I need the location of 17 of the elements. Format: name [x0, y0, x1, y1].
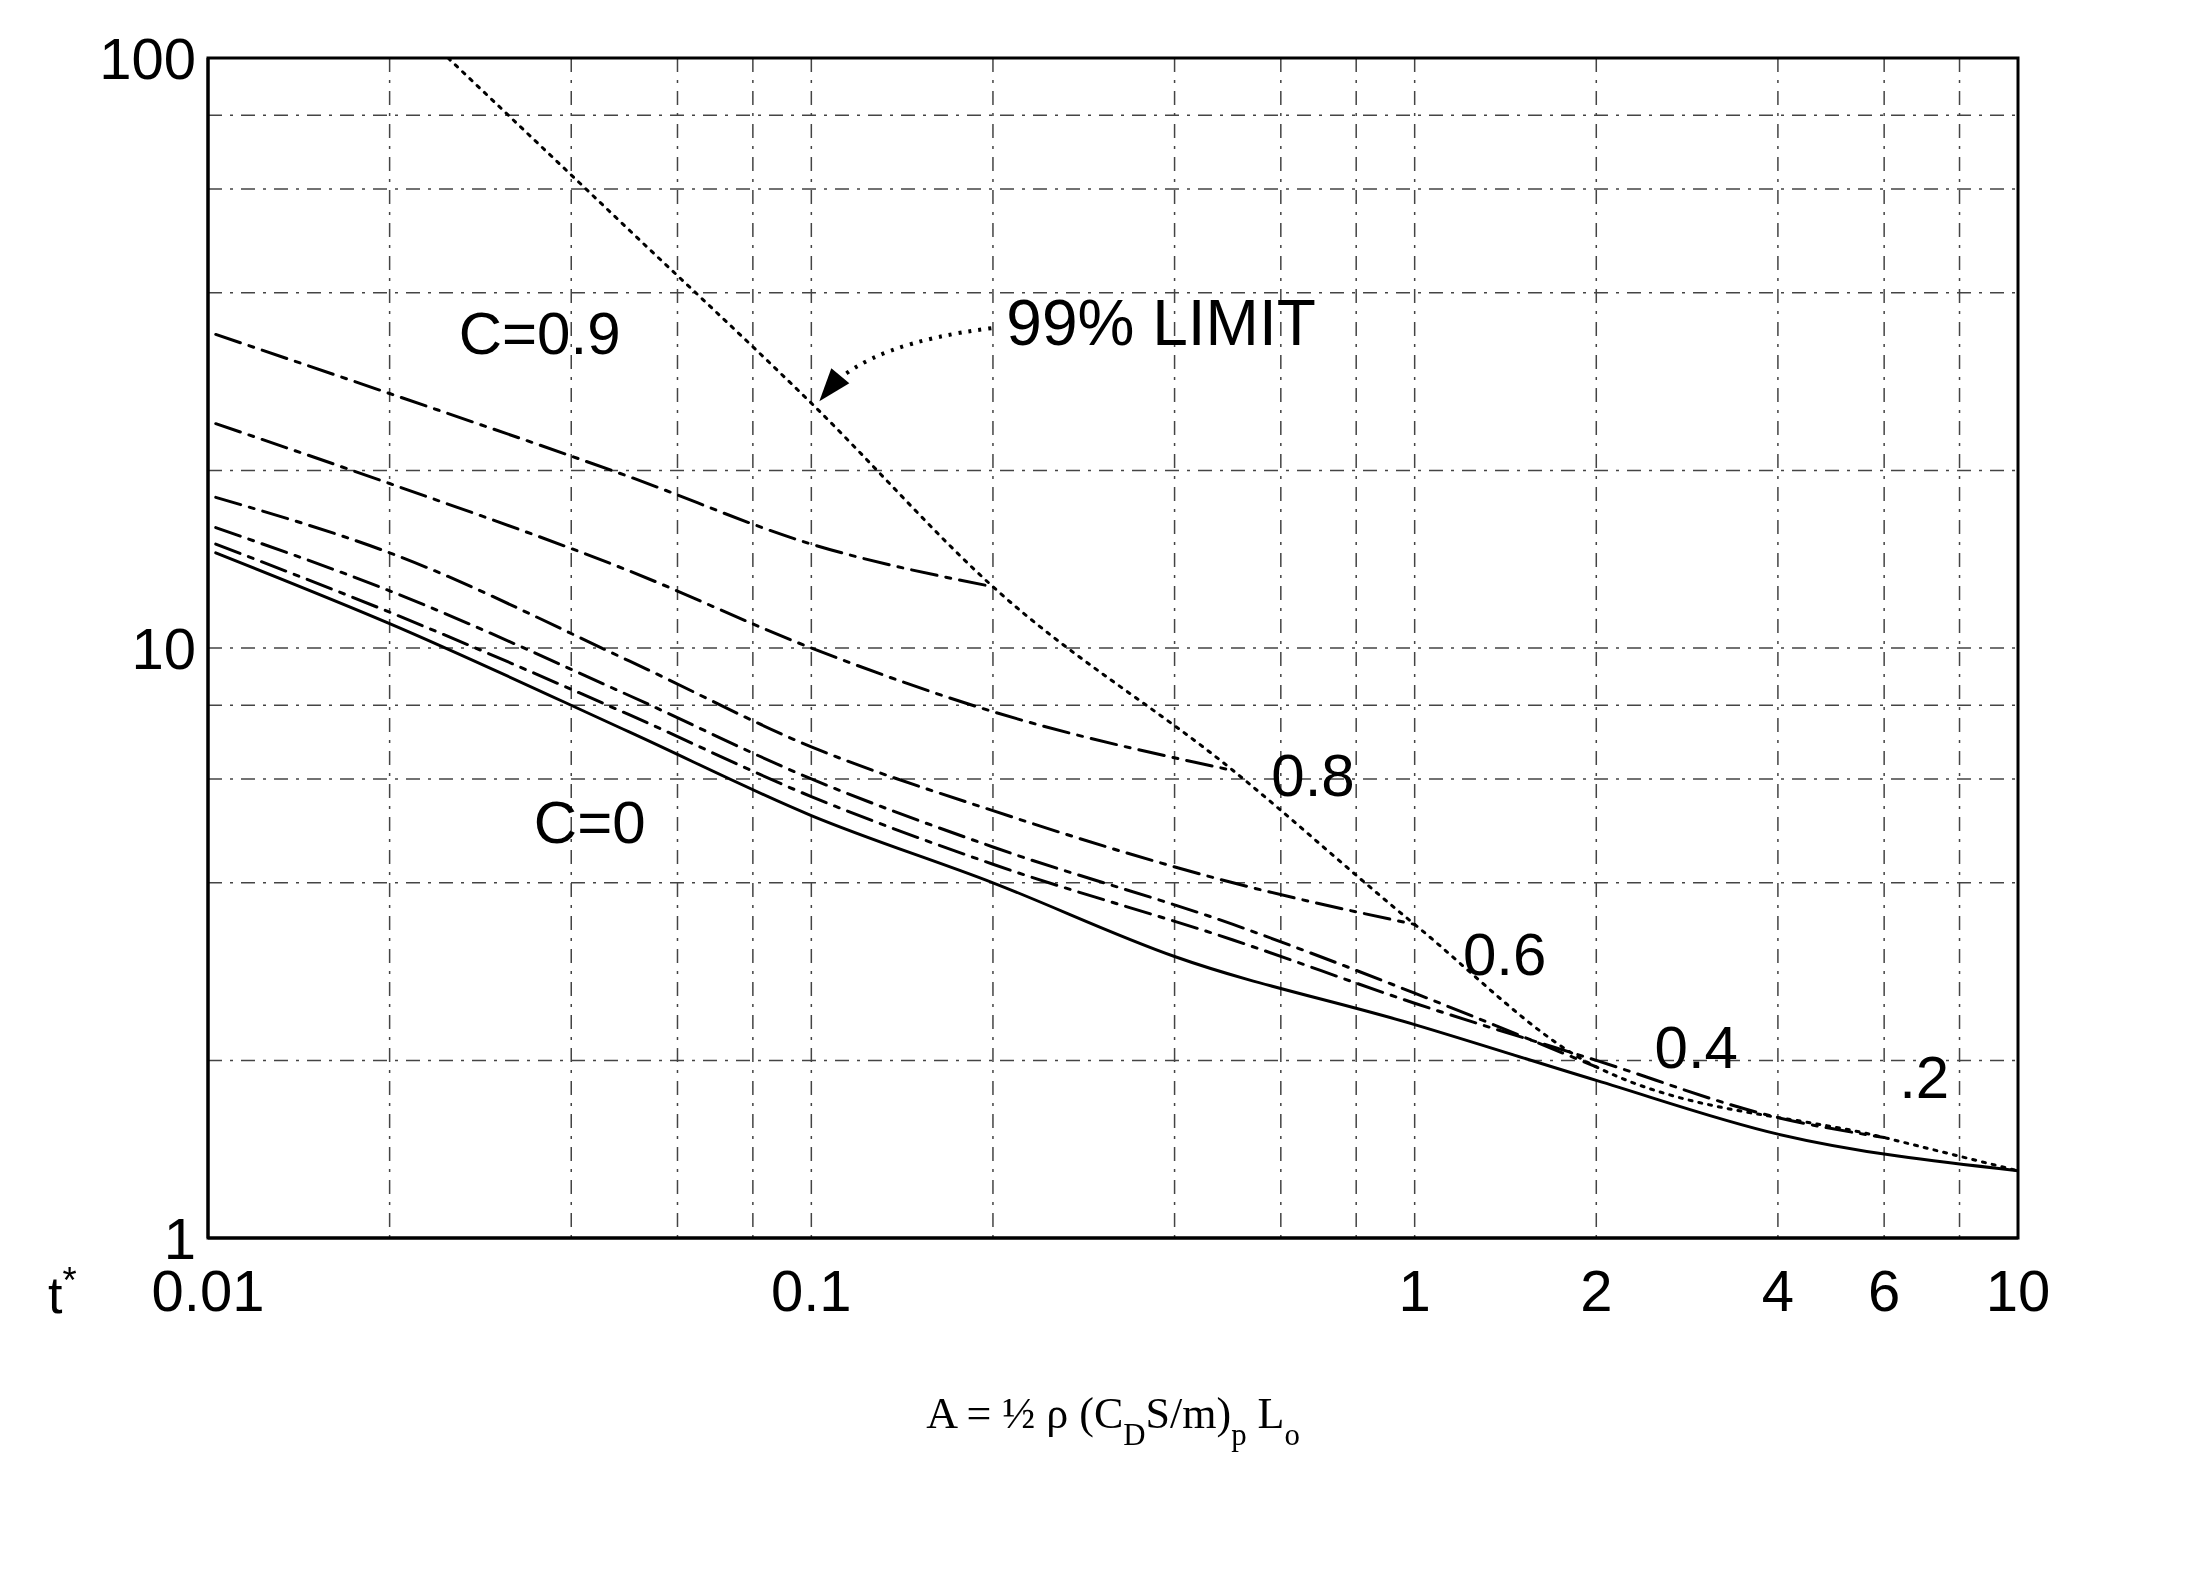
x-tick-label: 1 [1398, 1258, 1431, 1324]
series-label: C=0 [533, 789, 646, 857]
series-label: .2 [1899, 1044, 1950, 1112]
series-label: 0.8 [1271, 742, 1355, 810]
y-tick-label: 100 [99, 25, 196, 91]
series-label: 0.4 [1654, 1013, 1738, 1081]
y-axis-title: t$^{*}$ [48, 1259, 77, 1324]
series-label: C=0.9 [458, 300, 621, 368]
x-tick-label: 6 [1868, 1258, 1901, 1324]
x-axis-title: A = ½ ρ (C$_{D}$S/m)$_{p}$ L$_{o}$ [926, 1389, 1300, 1452]
y-tick-label: 10 [131, 615, 196, 681]
x-tick-label: 0.1 [771, 1258, 852, 1324]
series-label: 0.6 [1462, 921, 1547, 989]
x-tick-label: 4 [1761, 1258, 1795, 1324]
x-tick-label: 2 [1580, 1258, 1613, 1324]
x-tick-label: 10 [1985, 1258, 2051, 1324]
legend-label: 99% LIMIT [1006, 287, 1316, 360]
